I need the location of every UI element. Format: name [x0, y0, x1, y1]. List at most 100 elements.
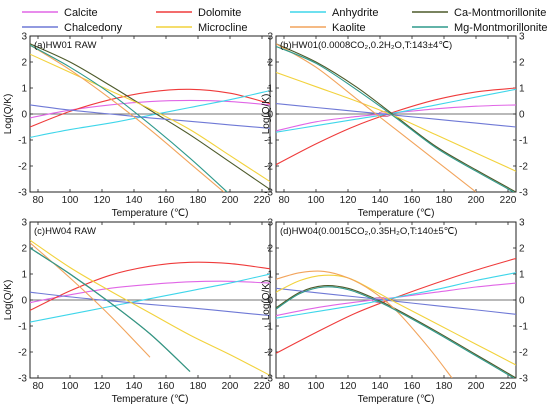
legend-label: Ca-Montmorillonite	[454, 7, 546, 19]
y-axis-label-inner: Log(Q/K)	[261, 94, 272, 135]
y-tick-label-right: -2	[519, 162, 528, 173]
x-tick-label: 180	[190, 195, 207, 206]
y-tick-label-right: 2	[519, 58, 525, 69]
y-axis-label-inner: Log(Q/K)	[261, 280, 272, 321]
x-tick-label: 100	[308, 381, 325, 392]
x-tick-label: 120	[94, 381, 111, 392]
y-tick-label: 1	[21, 84, 27, 95]
legend-entry: Anhydrite	[290, 7, 378, 19]
y-tick-label: 0	[21, 110, 27, 121]
chart-panel-a: 80 100 120 140 160 180 200 220-3-2-10123(a)HW01…	[3, 32, 271, 220]
x-tick-label: 100	[62, 195, 79, 206]
y-tick-label: 2	[21, 58, 27, 69]
y-tick-label: -2	[18, 348, 27, 359]
series-line-kaolite	[276, 43, 477, 192]
x-tick-label: 100	[308, 195, 325, 206]
panel-title: (b)HW01(0.0008CO₂,0.2H₂O,T:143±4℃)	[280, 40, 452, 51]
y-tick-label: -1	[18, 322, 27, 333]
series-line-anhydrite	[30, 90, 270, 138]
y-tick-label: 0	[21, 296, 27, 307]
series-line-mg-montmorillonite	[276, 286, 515, 378]
x-tick-label: 100	[62, 381, 79, 392]
y-tick-label: 3	[21, 218, 27, 229]
y-tick-label: 0	[267, 296, 273, 307]
series-line-chalcedony	[276, 287, 516, 315]
x-tick-label: 140	[126, 381, 143, 392]
panel-title: (a)HW01 RAW	[34, 40, 96, 51]
legend: Calcite Dolomite Anhydrite Ca-Montmorilloni…	[22, 7, 548, 34]
series-line-dolomite	[276, 87, 516, 166]
series-line-kaolite	[276, 270, 453, 378]
y-tick-label: -3	[18, 188, 27, 199]
panel-title: (c)HW04 RAW	[34, 226, 96, 237]
y-axis-label: Log(Q/K)	[3, 94, 14, 135]
x-tick-label: 160	[158, 195, 175, 206]
y-tick-label: 2	[267, 58, 273, 69]
legend-entry: Mg-Montmorillonite	[412, 22, 548, 34]
x-axis-label: Temperature (℃)	[358, 208, 435, 219]
x-tick-label: 140	[372, 195, 389, 206]
series-line-microcline	[276, 71, 516, 172]
legend-label: Dolomite	[198, 7, 241, 19]
y-tick-label: -1	[264, 136, 273, 147]
chart-panel-c: 80 100 120 140 160 180 200 220-3-2-10123(c)HW04…	[3, 218, 271, 406]
x-axis-label: Temperature (℃)	[112, 394, 189, 405]
y-tick-label: -3	[264, 188, 273, 199]
x-tick-label: 140	[126, 195, 143, 206]
y-tick-label-right: 3	[519, 32, 525, 43]
y-tick-label-right: -1	[519, 136, 528, 147]
legend-entry: Chalcedony	[22, 22, 123, 34]
y-tick-label-right: 1	[519, 270, 525, 281]
legend-entry: Kaolite	[290, 22, 366, 34]
y-tick-label: 1	[267, 84, 273, 95]
legend-entry: Calcite	[22, 7, 98, 19]
series-line-chalcedony	[30, 291, 270, 317]
y-tick-label-right: 1	[519, 84, 525, 95]
legend-label: Microcline	[198, 22, 248, 34]
y-tick-label: -1	[264, 322, 273, 333]
panels: 80 100 120 140 160 180 200 220-3-2-10123(a)HW01…	[3, 32, 528, 406]
legend-label: Calcite	[64, 7, 98, 19]
y-tick-label-right: 0	[519, 296, 525, 307]
y-axis-label: Log(Q/K)	[3, 280, 14, 321]
series-line-mg-montmorillonite	[30, 247, 191, 372]
x-tick-label: 120	[340, 195, 357, 206]
x-axis-label: Temperature (℃)	[358, 394, 435, 405]
x-tick-label: 120	[340, 381, 357, 392]
y-tick-label: -2	[18, 162, 27, 173]
x-tick-label: 160	[404, 381, 421, 392]
x-tick-label: 180	[190, 381, 207, 392]
x-tick-label: 200	[468, 381, 485, 392]
series-line-chalcedony	[276, 103, 516, 128]
series-line-calcite	[30, 280, 270, 304]
x-tick-label: 160	[158, 381, 175, 392]
series-line-mg-montmorillonite	[276, 45, 515, 192]
legend-entry: Microcline	[156, 22, 248, 34]
legend-label: Mg-Montmorillonite	[454, 22, 548, 34]
x-tick-label: 180	[436, 381, 453, 392]
x-tick-label: 80	[32, 381, 44, 392]
y-tick-label-right: -1	[519, 322, 528, 333]
y-tick-label: -3	[18, 374, 27, 385]
series-line-ca-montmorillonite	[30, 43, 270, 190]
series-line-anhydrite	[276, 272, 516, 319]
y-tick-label: -1	[18, 136, 27, 147]
x-tick-label: 220	[254, 381, 271, 392]
series-line-dolomite	[276, 257, 516, 354]
x-tick-label: 220	[254, 195, 271, 206]
x-tick-label: 80	[278, 195, 290, 206]
x-tick-label: 220	[500, 195, 517, 206]
series-line-chalcedony	[30, 104, 270, 129]
series-line-anhydrite	[276, 88, 516, 133]
x-tick-label: 180	[436, 195, 453, 206]
y-tick-label: 1	[267, 270, 273, 281]
legend-entry: Dolomite	[156, 7, 241, 19]
x-tick-label: 80	[278, 381, 290, 392]
panel-title: (d)HW04(0.0015CO₂,0.35H₂O,T:140±5℃)	[280, 226, 457, 237]
legend-label: Chalcedony	[64, 22, 123, 34]
x-tick-label: 140	[372, 381, 389, 392]
y-tick-label: 0	[267, 110, 273, 121]
legend-entry: Ca-Montmorillonite	[412, 7, 546, 19]
series-line-dolomite	[30, 261, 270, 311]
